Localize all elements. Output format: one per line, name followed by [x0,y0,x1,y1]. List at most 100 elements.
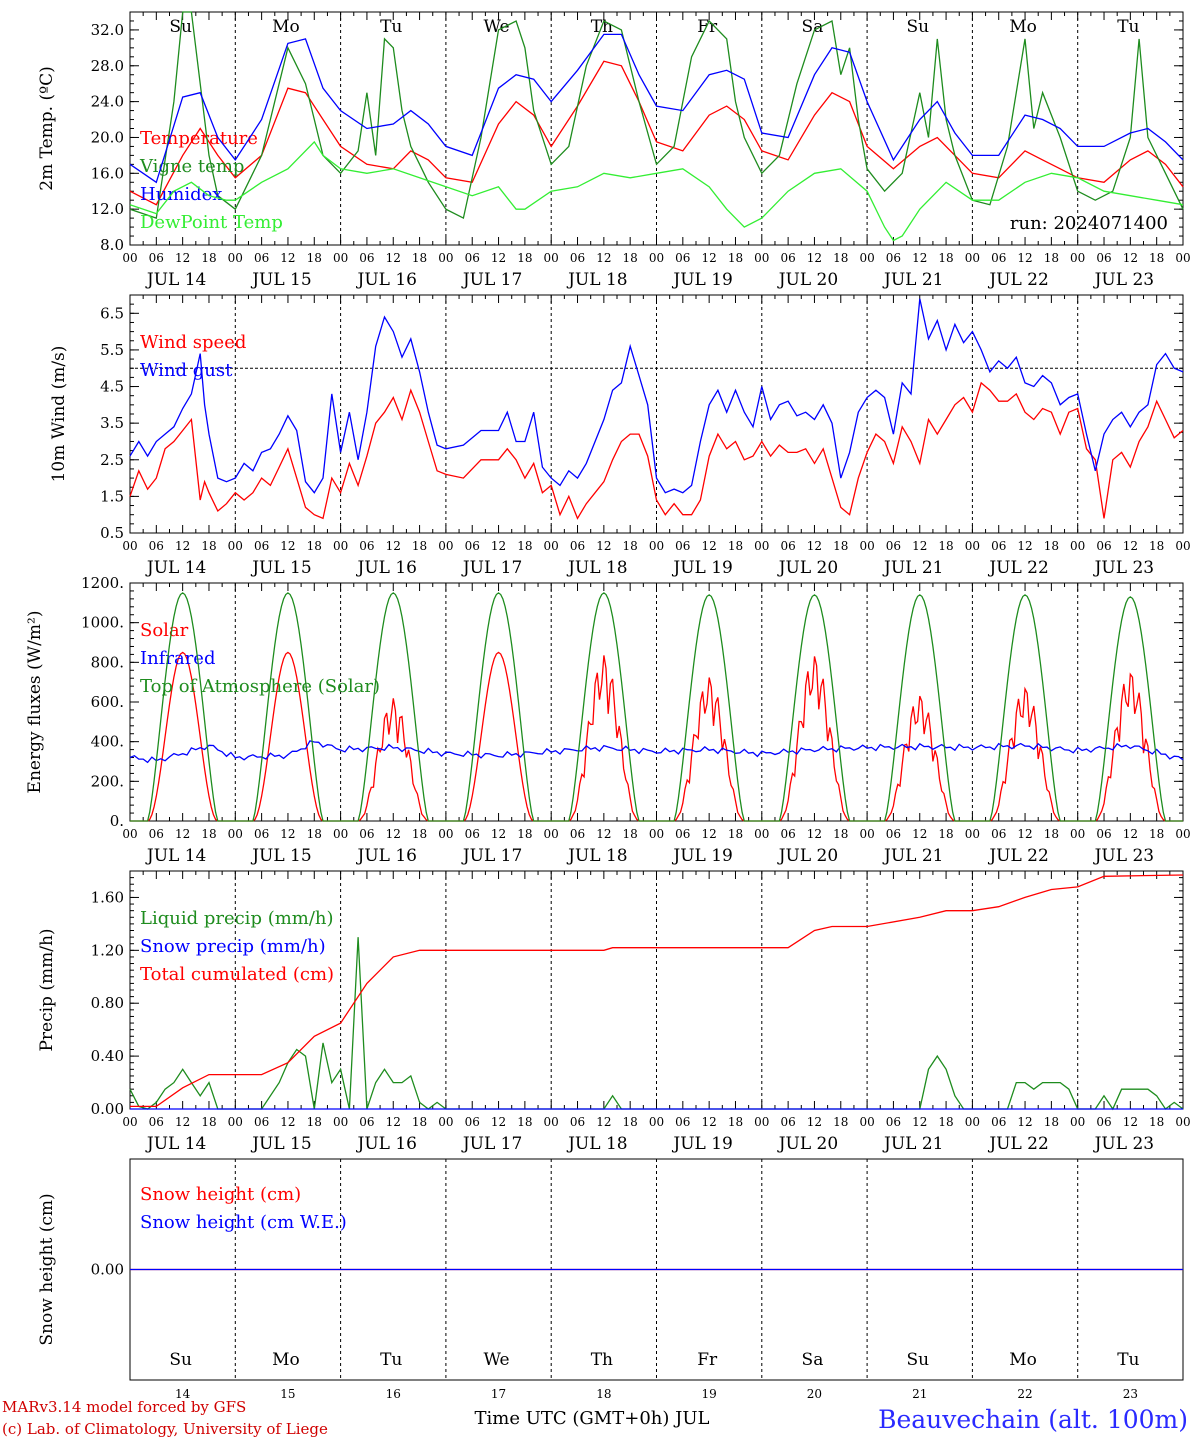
x-date-label: JUL 19 [671,846,732,866]
x-hour-label: 18 [201,827,216,841]
x-hour-label: 06 [675,539,690,553]
x-hour-label: 18 [201,1115,216,1129]
y-tick-label: 16.0 [91,164,124,182]
x-hour-label: 00 [333,251,348,265]
x-hour-label: 00 [649,251,664,265]
x-hour-label: 12 [596,1115,611,1129]
x-hour-label: 18 [1149,539,1164,553]
y-tick-label: 0.5 [100,524,124,542]
series-line-top-of-atmosphere-solar- [130,592,1183,822]
x-hour-label: 12 [912,827,927,841]
y-tick-label: 28.0 [91,57,124,75]
x-hour-label: 06 [1096,251,1111,265]
x-hour-label: 00 [228,827,243,841]
x-date-label: JUL 15 [250,1134,311,1154]
x-date-label: JUL 15 [250,846,311,866]
x-hour-label: 18 [1044,827,1059,841]
x-hour-label: 06 [465,251,480,265]
weekday-label: Su [906,1350,929,1370]
y-tick-label: 200. [91,772,124,790]
y-tick-label: 400. [91,733,124,751]
x-hour-label: 00 [1070,827,1085,841]
x-hour-label: 06 [1096,539,1111,553]
weekday-label: Tu [1117,17,1139,37]
x-date-label: JUL 19 [671,1134,732,1154]
x-hour-label: 18 [1149,827,1164,841]
x-hour-label: 18 [833,827,848,841]
x-hour-label: 18 [728,1115,743,1129]
x-date-label: JUL 16 [356,558,417,578]
x-hour-label: 06 [1096,827,1111,841]
x-hour-label: 18 [307,539,322,553]
x-hour-label: 18 [201,539,216,553]
x-date-label: JUL 20 [777,270,838,290]
x-date-label: JUL 14 [145,270,206,290]
x-hour-label: 00 [1070,251,1085,265]
x-hour-label: 00 [544,539,559,553]
day-number-label: 16 [386,1387,401,1401]
legend-label: Vigne temp [139,156,244,177]
x-date-label: JUL 17 [461,1134,522,1154]
x-hour-label: 00 [438,827,453,841]
x-hour-label: 00 [333,539,348,553]
x-hour-label: 00 [859,251,874,265]
x-hour-label: 06 [991,1115,1006,1129]
x-hour-label: 06 [465,539,480,553]
day-number-label: 20 [807,1387,822,1401]
panel-4-frame [129,870,1184,1110]
x-date-label: JUL 20 [777,846,838,866]
x-date-label: JUL 23 [1093,846,1154,866]
x-date-label: JUL 22 [987,270,1048,290]
x-hour-label: 12 [702,1115,717,1129]
x-date-label: JUL 21 [882,558,943,578]
y-tick-label: 1.20 [91,941,124,959]
legend-label: DewPoint Temp [140,212,283,233]
y-tick-label: 32.0 [91,21,124,39]
x-date-label: JUL 14 [145,846,206,866]
y-tick-label: 0.00 [91,1100,124,1118]
x-date-label: JUL 21 [882,1134,943,1154]
x-hour-label: 12 [596,539,611,553]
weekday-label: Mo [272,1350,300,1370]
legend-label: Snow precip (mm/h) [140,936,326,957]
x-hour-label: 18 [201,251,216,265]
x-hour-label: 00 [544,827,559,841]
x-hour-label: 18 [623,1115,638,1129]
day-number-label: 18 [596,1387,611,1401]
x-date-label: JUL 23 [1093,558,1154,578]
x-hour-label: 06 [1096,1115,1111,1129]
y-tick-label: 2.5 [100,451,124,469]
x-date-label: JUL 20 [777,1134,838,1154]
x-hour-label: 06 [570,1115,585,1129]
day-number-label: 23 [1123,1387,1138,1401]
y-tick-label: 6.5 [100,304,124,322]
x-date-label: JUL 16 [356,846,417,866]
run-annotation: run: 2024071400 [1010,213,1168,234]
x-hour-label: 12 [1123,251,1138,265]
legend-label: Humidex [140,184,222,205]
x-date-label: JUL 16 [356,1134,417,1154]
y-tick-label: 0.40 [91,1047,124,1065]
x-hour-label: 18 [938,539,953,553]
legend-label: Snow height (cm) [140,1184,301,1205]
x-hour-label: 12 [1123,827,1138,841]
weekday-label: Sa [802,1350,824,1370]
x-hour-label: 18 [728,251,743,265]
x-hour-label: 06 [254,539,269,553]
x-hour-label: 06 [254,251,269,265]
x-hour-label: 06 [675,251,690,265]
x-hour-label: 00 [333,827,348,841]
x-hour-label: 06 [886,251,901,265]
y-tick-label: 4.5 [100,378,124,396]
x-date-label: JUL 20 [777,558,838,578]
x-hour-label: 06 [359,539,374,553]
series-line-humidex [129,33,1184,184]
x-hour-label: 00 [122,827,137,841]
x-hour-label: 06 [570,251,585,265]
x-hour-label: 06 [359,1115,374,1129]
x-hour-label: 12 [1017,251,1032,265]
x-hour-label: 00 [544,1115,559,1129]
x-hour-label: 12 [386,1115,401,1129]
x-date-label: JUL 22 [987,1134,1048,1154]
x-date-label: JUL 23 [1093,270,1154,290]
